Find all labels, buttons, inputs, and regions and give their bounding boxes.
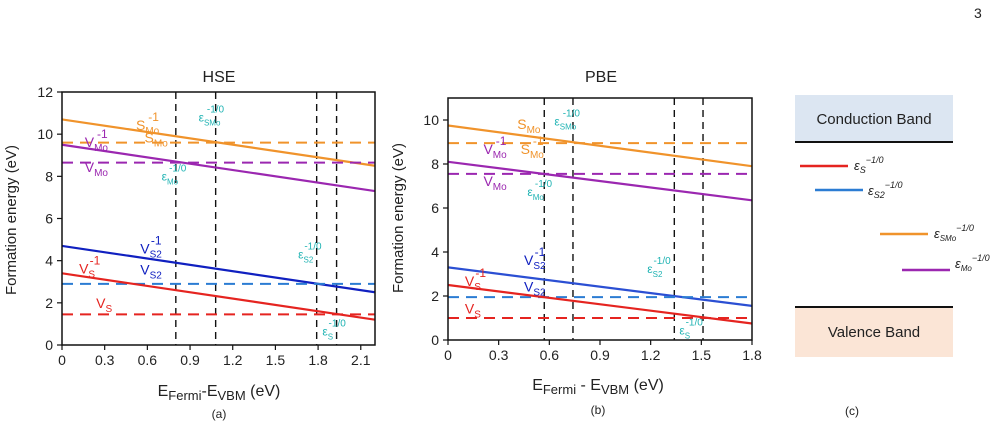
annotation-hse-11: εS-1/0 — [322, 319, 346, 342]
annotation-pbe-1: SMo-1 — [521, 134, 545, 161]
x-axis-label-hse: EFermi-EVBM (eV) — [158, 383, 281, 403]
level-eps-mo: εMo−1/0 — [902, 253, 990, 273]
page-number: 3 — [974, 5, 982, 21]
x-tick-label-hse-6: 1.8 — [308, 352, 328, 368]
band-diagram: Conduction Band Valence Band εS−1/0 εS2−… — [795, 95, 990, 418]
y-tick-label-pbe-2: 4 — [431, 244, 439, 260]
annotation-pbe-2: VMo-1 — [483, 134, 507, 161]
x-tick-label-hse-0: 0 — [58, 352, 66, 368]
chart-hse: HSE Formation energy (eV) EFermi-EVBM (e… — [3, 69, 376, 421]
annotation-hse-6: VS-1 — [79, 253, 101, 280]
valence-band-box — [795, 307, 953, 357]
level-eps-smo: εSMo−1/0 — [880, 223, 974, 243]
annotation-hse-4: VS2-1 — [140, 233, 162, 260]
level-eps-smo-label: εSMo−1/0 — [934, 223, 974, 243]
chart-title-pbe: PBE — [585, 69, 617, 86]
y-tick-label-hse-5: 10 — [37, 126, 53, 142]
panel-label-a: (a) — [212, 407, 227, 421]
x-tick-label-hse-1: 0.3 — [95, 352, 115, 368]
y-axis-label-pbe: Formation energy (eV) — [390, 143, 407, 293]
panel-label-c: (c) — [845, 404, 859, 418]
annotation-hse-8: εSMo-1/0 — [199, 105, 225, 128]
x-tick-label-pbe-1: 0.3 — [489, 347, 509, 363]
x-tick-label-hse-5: 1.5 — [266, 352, 286, 368]
annotation-hse-7: VS — [96, 295, 112, 315]
x-tick-label-hse-3: 0.9 — [180, 352, 200, 368]
series-line-hse-2 — [62, 143, 375, 193]
annotation-pbe-9: εMo-1/0 — [527, 179, 552, 202]
level-eps-s2-label: εS2−1/0 — [868, 180, 903, 200]
y-tick-label-pbe-4: 8 — [431, 156, 439, 172]
y-tick-label-hse-6: 12 — [37, 84, 53, 100]
annotation-pbe-4: VS2-1 — [524, 245, 546, 272]
annotation-pbe-0: SMo — [517, 116, 541, 136]
chart-title-hse: HSE — [203, 69, 236, 86]
x-tick-label-hse-7: 2.1 — [351, 352, 371, 368]
y-tick-label-hse-0: 0 — [45, 337, 53, 353]
chart-pbe: PBE Formation energy (eV) EFermi - EVBM … — [390, 69, 762, 417]
conduction-band-label: Conduction Band — [816, 111, 931, 128]
y-tick-label-pbe-3: 6 — [431, 200, 439, 216]
annotation-hse-2: VMo-1 — [85, 127, 109, 154]
annotation-pbe-8: εSMo-1/0 — [554, 109, 580, 132]
annotation-pbe-5: VS2 — [524, 279, 546, 299]
level-eps-mo-label: εMo−1/0 — [955, 253, 990, 273]
y-tick-label-hse-3: 6 — [45, 211, 53, 227]
x-tick-label-pbe-5: 1.5 — [692, 347, 712, 363]
level-eps-s-label: εS−1/0 — [854, 155, 884, 175]
annotation-hse-5: VS2 — [140, 261, 162, 281]
annotation-pbe-11: εS-1/0 — [679, 318, 703, 341]
plot-area-hse — [62, 92, 375, 345]
annotation-hse-9: εMo-1/0 — [162, 164, 187, 187]
level-eps-s: εS−1/0 — [800, 155, 884, 175]
x-tick-label-hse-4: 1.2 — [223, 352, 243, 368]
annotation-hse-0: SMo-1 — [136, 110, 160, 137]
y-tick-label-hse-4: 8 — [45, 168, 53, 184]
annotation-pbe-3: VMo — [483, 173, 507, 193]
annotation-pbe-7: VS — [465, 301, 481, 321]
annotation-hse-1: SMo — [145, 130, 169, 150]
series-line-pbe-2 — [448, 160, 752, 202]
x-axis-label-pbe: EFermi - EVBM (eV) — [532, 377, 664, 397]
y-tick-label-hse-1: 2 — [45, 295, 53, 311]
series-line-pbe-4 — [448, 266, 752, 307]
x-tick-label-pbe-0: 0 — [444, 347, 452, 363]
series-line-hse-6 — [62, 272, 375, 321]
x-tick-label-pbe-6: 1.8 — [742, 347, 762, 363]
x-tick-label-hse-2: 0.6 — [138, 352, 158, 368]
y-tick-label-pbe-0: 0 — [431, 332, 439, 348]
annotation-pbe-6: VS-1 — [465, 266, 487, 293]
annotation-pbe-10: εS2-1/0 — [647, 256, 671, 279]
series-line-hse-0 — [62, 118, 375, 167]
plot-area-pbe — [448, 98, 752, 340]
level-eps-s2: εS2−1/0 — [815, 180, 903, 200]
y-tick-label-hse-2: 4 — [45, 253, 53, 269]
annotation-hse-10: εS2-1/0 — [298, 242, 322, 265]
x-tick-label-pbe-4: 1.2 — [641, 347, 661, 363]
valence-band-label: Valence Band — [828, 324, 920, 341]
annotation-hse-3: VMo — [85, 159, 109, 179]
panel-label-b: (b) — [591, 403, 606, 417]
x-tick-label-pbe-3: 0.9 — [590, 347, 610, 363]
x-tick-label-pbe-2: 0.6 — [540, 347, 560, 363]
series-line-pbe-0 — [448, 124, 752, 168]
y-axis-label-hse: Formation energy (eV) — [3, 145, 20, 295]
y-tick-label-pbe-1: 2 — [431, 288, 439, 304]
y-tick-label-pbe-5: 10 — [423, 112, 439, 128]
conduction-band-box — [795, 95, 953, 142]
series-line-hse-4 — [62, 244, 375, 294]
